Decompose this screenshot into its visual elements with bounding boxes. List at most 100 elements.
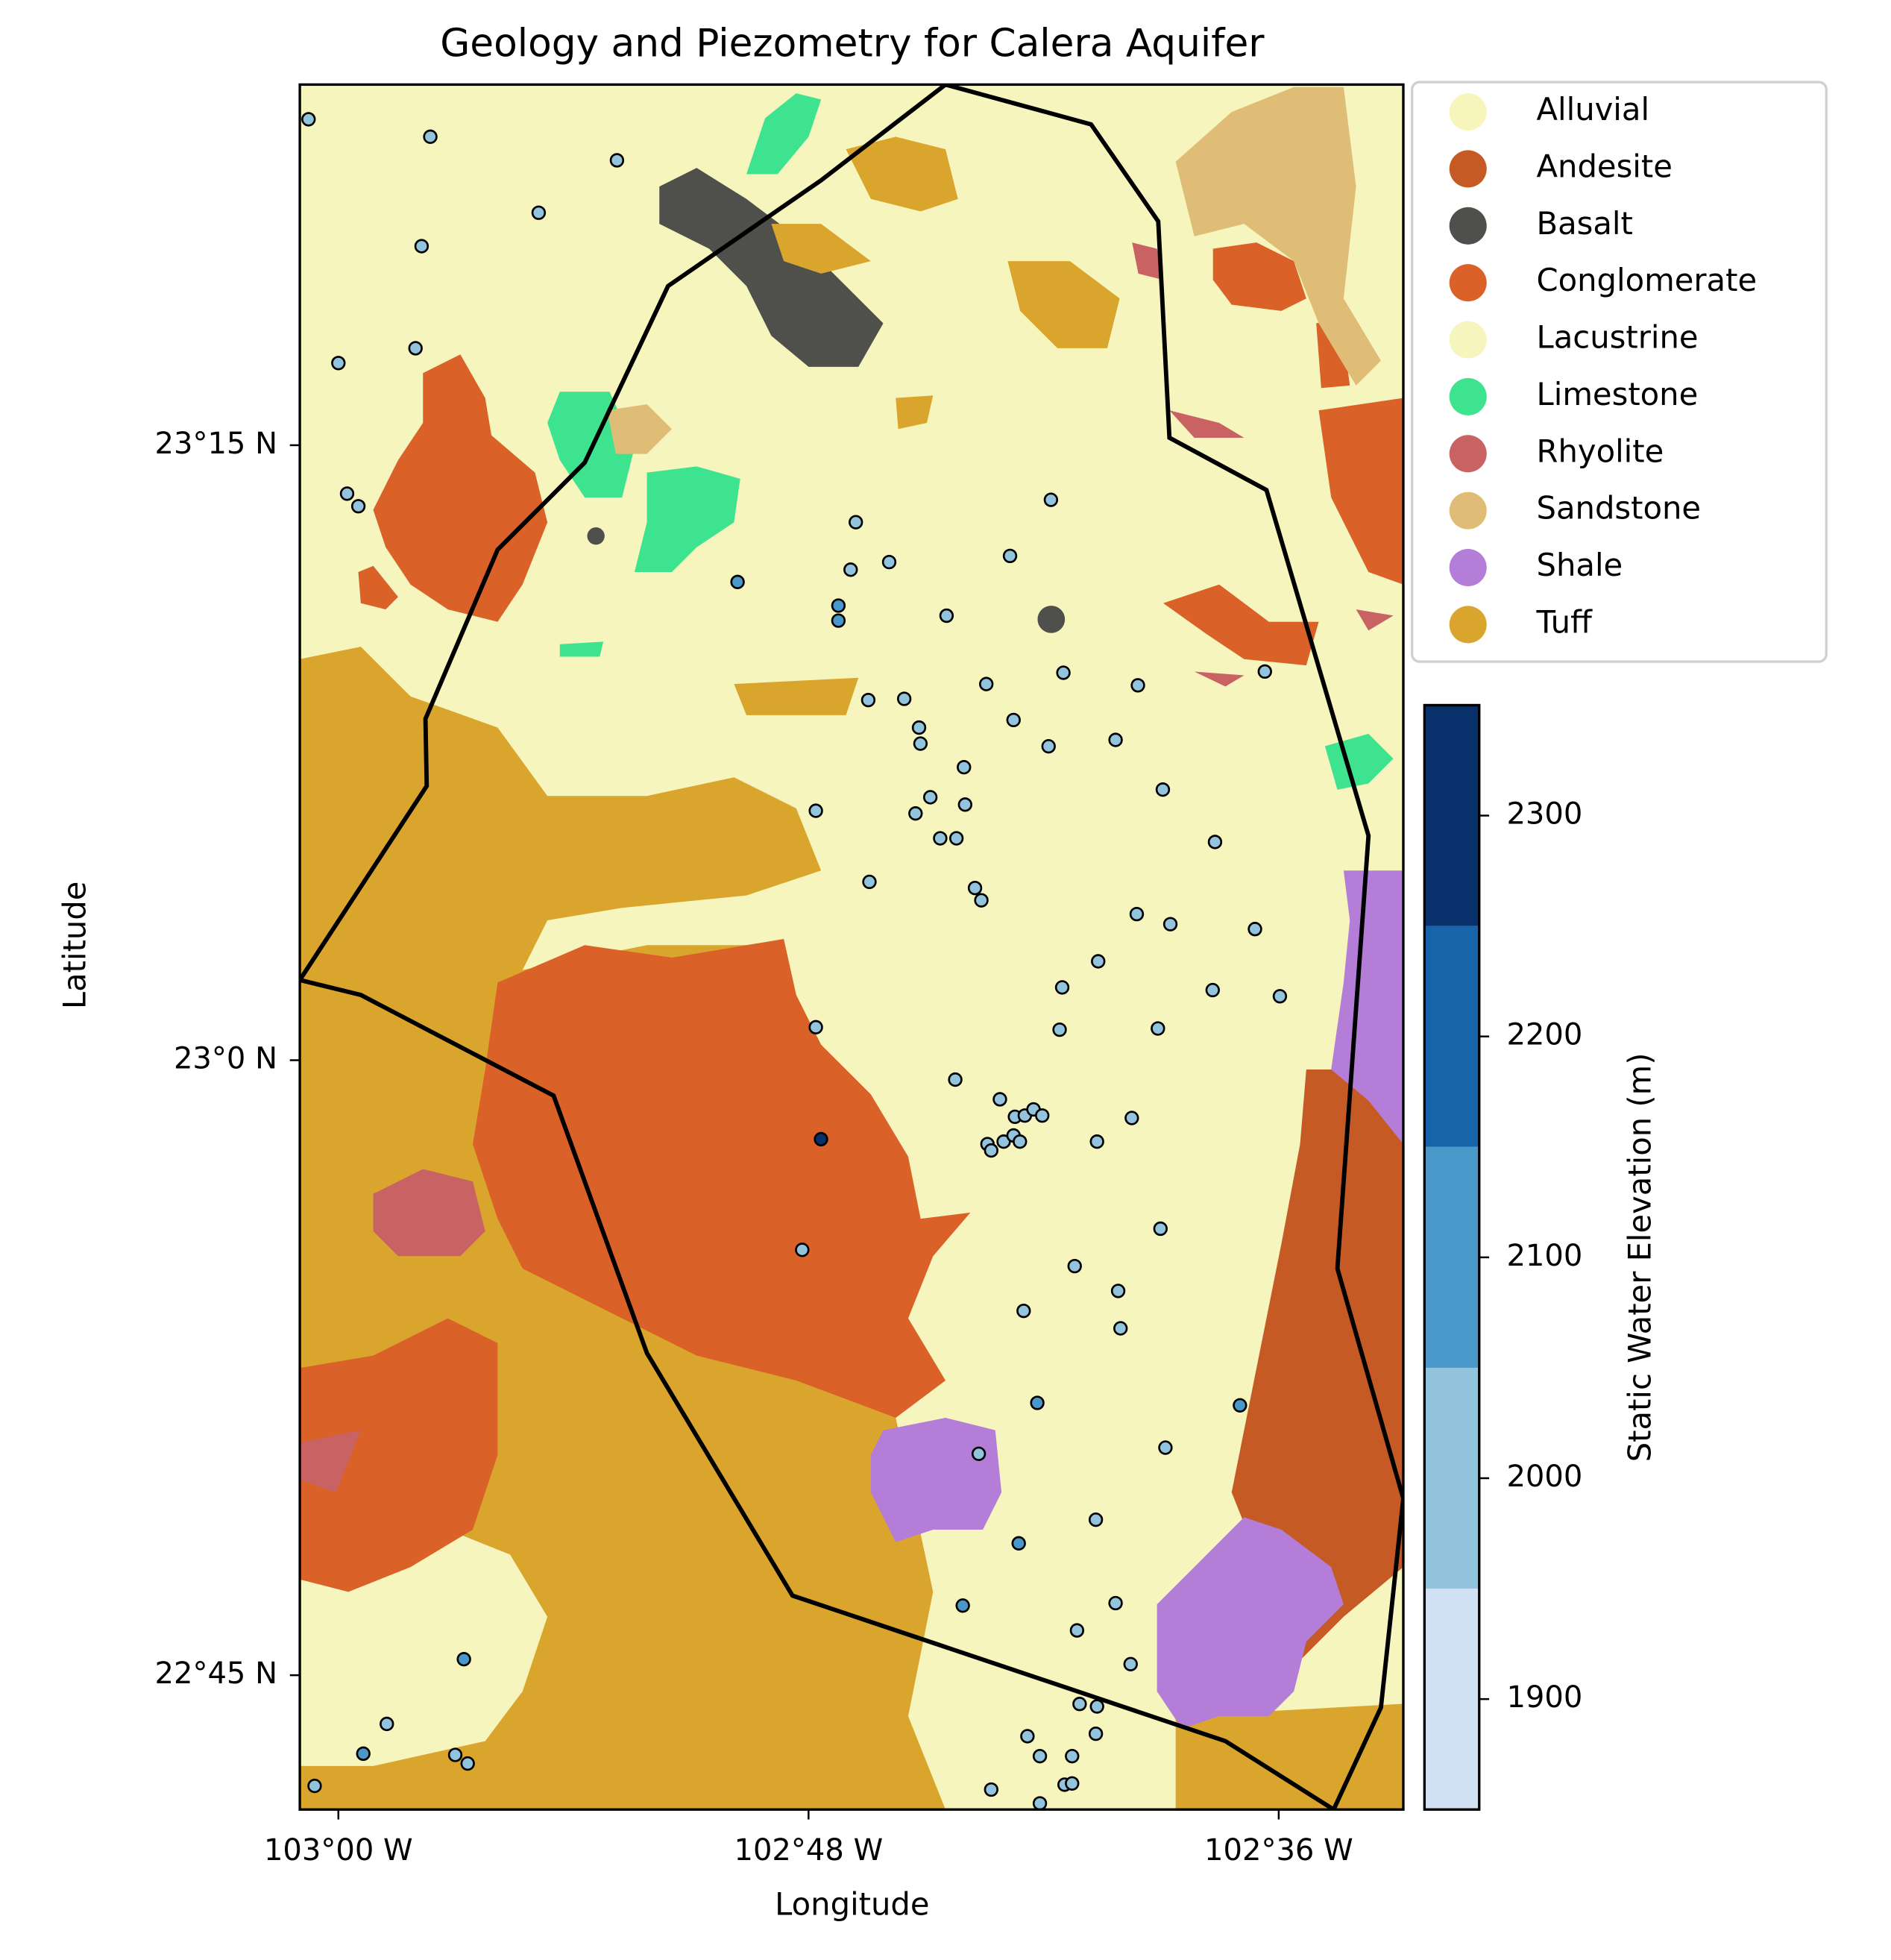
well: [1011, 1536, 1026, 1551]
legend-label: Limestone: [1537, 376, 1699, 412]
geology-polygon: [771, 224, 871, 274]
geology-polygon: [1157, 1517, 1344, 1729]
well: [1155, 782, 1171, 797]
x-axis-label: Longitude: [775, 1885, 929, 1922]
well: [831, 598, 846, 613]
well: [350, 499, 366, 514]
well: [1272, 989, 1288, 1004]
geology-polygon: [846, 136, 958, 212]
well: [1088, 1726, 1104, 1741]
legend-marker: [1449, 150, 1487, 188]
well: [1006, 712, 1021, 728]
well: [1089, 1134, 1104, 1149]
well: [1069, 1623, 1085, 1638]
well: [414, 239, 430, 254]
geology-polygon: [300, 1530, 548, 1766]
well: [1013, 1134, 1028, 1149]
legend-label: Shale: [1537, 547, 1623, 583]
well: [1065, 1776, 1080, 1791]
geology-polygon: [634, 466, 740, 573]
x-tick-label: 103°00 W: [264, 1833, 413, 1868]
legend-marker: [1449, 264, 1487, 302]
well: [831, 613, 846, 628]
x-tick-label: 102°36 W: [1204, 1833, 1353, 1868]
well: [843, 562, 858, 577]
legend-label: Rhyolite: [1537, 433, 1664, 469]
geology-polygon: [734, 677, 859, 715]
legend-label: Sandstone: [1537, 490, 1702, 527]
y-axis-label: Latitude: [56, 882, 92, 1010]
well: [911, 720, 927, 735]
well: [957, 760, 972, 775]
well: [992, 1092, 1007, 1107]
well: [1056, 665, 1071, 680]
well: [1072, 1697, 1087, 1712]
geology-polygon: [373, 1169, 485, 1257]
geology-polygon: [300, 1430, 361, 1493]
colorbar-band: [1424, 705, 1479, 926]
well: [1089, 1699, 1104, 1714]
well: [808, 1020, 823, 1035]
legend-marker: [1449, 491, 1487, 530]
well: [913, 736, 928, 751]
well: [860, 692, 876, 708]
x-tick-label: 102°48 W: [734, 1833, 884, 1868]
legend-label: Conglomerate: [1537, 262, 1758, 298]
well: [1054, 980, 1070, 995]
well: [447, 1747, 463, 1762]
well: [1041, 738, 1056, 754]
well: [1035, 1108, 1050, 1123]
well: [307, 1778, 322, 1794]
well: [957, 797, 972, 812]
well: [896, 691, 912, 706]
colorbar-band: [1424, 926, 1479, 1147]
well: [1247, 922, 1262, 937]
colorbar-band: [1424, 1146, 1479, 1368]
well: [408, 341, 423, 356]
well: [1124, 1111, 1139, 1125]
well: [460, 1756, 475, 1771]
well: [974, 893, 989, 908]
well: [1233, 1398, 1247, 1413]
aquifer-boundary: [300, 84, 1403, 1810]
well: [1043, 492, 1059, 507]
well: [939, 608, 954, 624]
geology-polygon: [1132, 242, 1163, 280]
legend-marker: [1449, 377, 1487, 415]
legend-label: Basalt: [1537, 205, 1633, 242]
well: [301, 112, 316, 127]
geology-polygon: [896, 395, 934, 430]
well: [1088, 1513, 1104, 1527]
geology-polygon: [607, 403, 672, 454]
well: [730, 574, 745, 589]
map-area: [300, 84, 1403, 1810]
well: [1091, 954, 1106, 969]
geology-polygon: [870, 1417, 1002, 1542]
well: [808, 803, 823, 818]
well: [356, 1746, 371, 1762]
legend-label: Lacustrine: [1537, 319, 1699, 356]
colorbar-tick-label: 2000: [1506, 1460, 1582, 1494]
legend-marker: [1449, 435, 1487, 473]
geology-polygon: [1231, 1069, 1403, 1667]
well: [979, 676, 994, 691]
well: [948, 1072, 963, 1087]
well: [922, 790, 938, 805]
well: [984, 1782, 998, 1797]
geology-polygon: [587, 527, 605, 545]
legend-marker: [1449, 321, 1487, 359]
geology-polygon: [746, 93, 822, 175]
legend-marker: [1449, 606, 1487, 644]
well: [531, 205, 547, 220]
chart-title: Geology and Piezometry for Calera Aquife…: [440, 22, 1265, 66]
colorbar-band: [1424, 1589, 1479, 1810]
well: [1158, 1440, 1173, 1455]
well: [908, 806, 923, 821]
legend-marker: [1449, 207, 1487, 245]
well: [1108, 732, 1123, 747]
well: [456, 1652, 471, 1667]
geology-polygon: [659, 168, 884, 367]
well: [1108, 1595, 1123, 1611]
well: [948, 831, 964, 846]
colorbar-tick-label: 2100: [1506, 1239, 1582, 1273]
